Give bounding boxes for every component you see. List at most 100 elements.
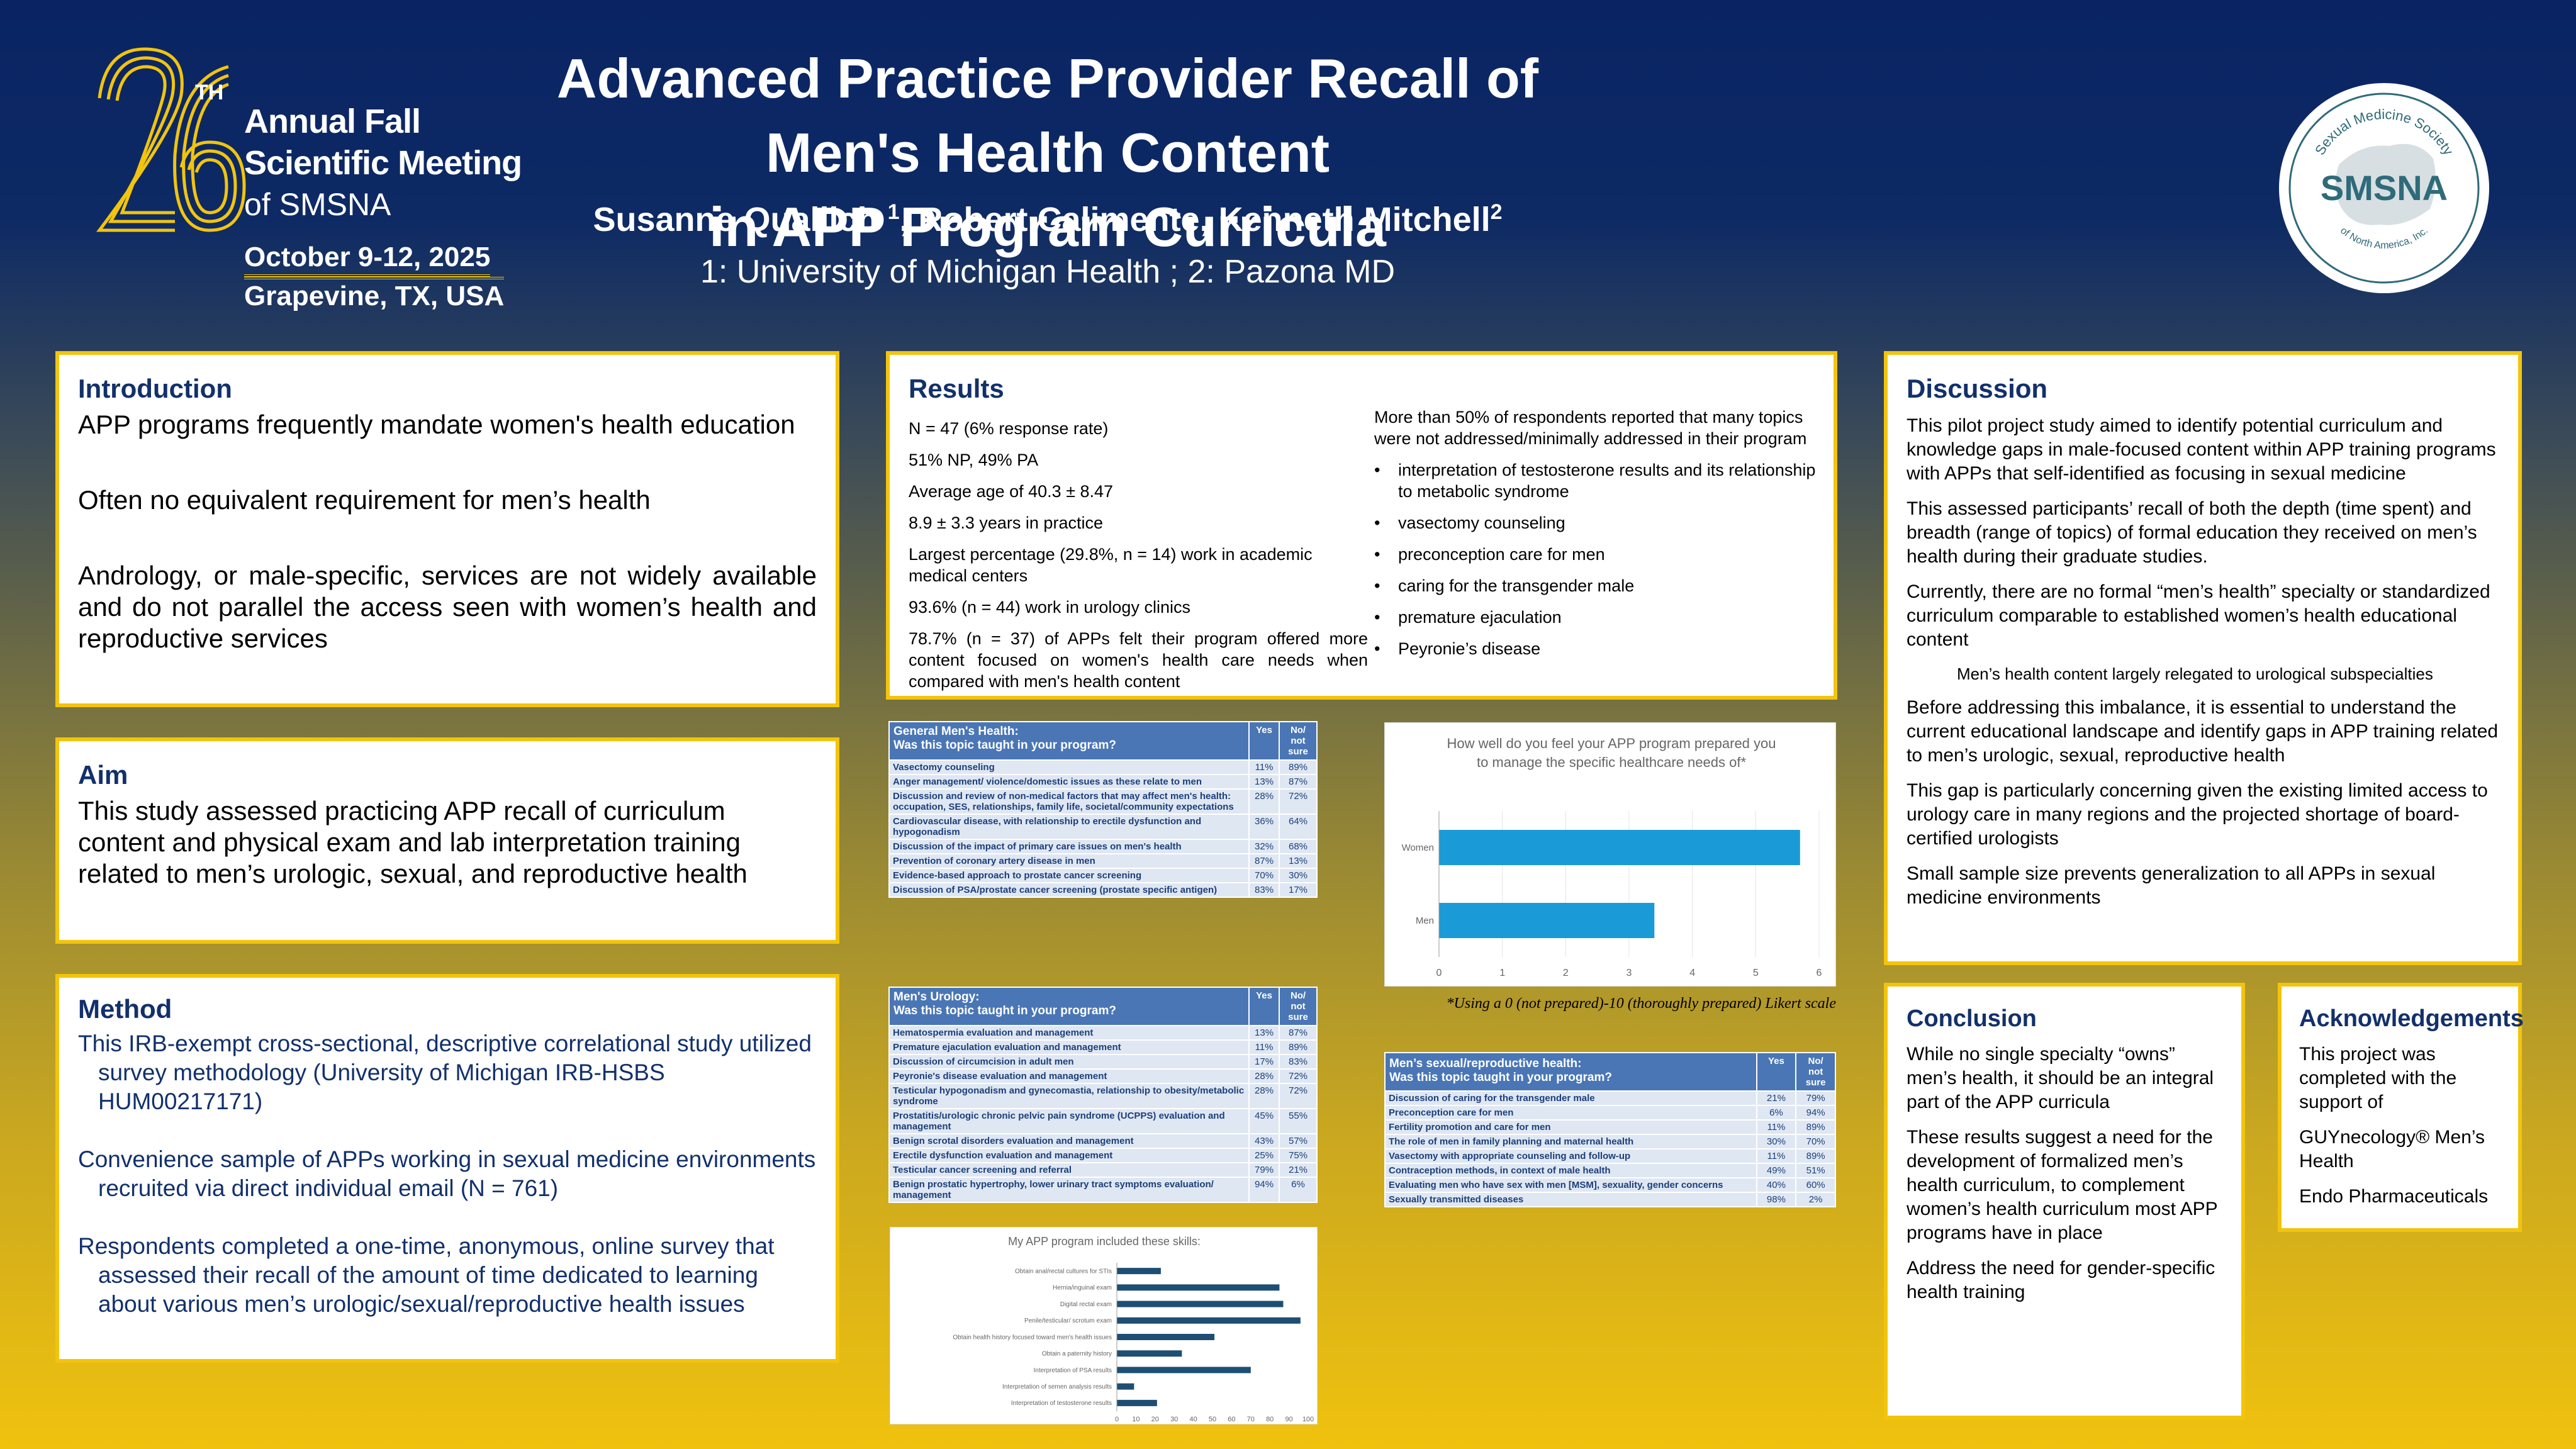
- results-right: More than 50% of respondents reported th…: [1374, 406, 1821, 659]
- table-general-mens-health: General Men's Health: Was this topic taug…: [888, 721, 1318, 898]
- skills-chart: My APP program included these skills: 0 10…: [890, 1227, 1318, 1424]
- category-label: Men: [1416, 915, 1434, 926]
- bullet-item: premature ejaculation: [1374, 607, 1821, 628]
- row-yes: 28%: [1248, 1068, 1280, 1084]
- col-yes: Yes: [1248, 987, 1280, 1026]
- row-yes: 43%: [1248, 1133, 1280, 1149]
- row-yes: 45%: [1248, 1108, 1280, 1134]
- meeting-line1: Annual Fall: [244, 103, 421, 140]
- method-p3: Respondents completed a one-time, anonym…: [78, 1233, 775, 1317]
- row-yes: 70%: [1248, 868, 1280, 883]
- row-topic: Cardiovascular disease, with relationshi…: [888, 814, 1250, 840]
- affiliations: 1: University of Michigan Health ; 2: Pa…: [700, 254, 1396, 290]
- authors-part-a: Susanne Quallich: [593, 201, 888, 238]
- row-no: 64%: [1279, 814, 1318, 840]
- result-item: 8.9 ± 3.3 years in practice: [909, 513, 1103, 532]
- x-tick-label: 100: [1302, 1416, 1314, 1423]
- method-p2: Convenience sample of APPs working in se…: [78, 1146, 816, 1201]
- row-yes: 83%: [1248, 882, 1280, 898]
- x-tick-label: 1: [1499, 968, 1505, 978]
- row-yes: 11%: [1248, 759, 1280, 775]
- x-tick-label: 6: [1817, 968, 1822, 978]
- discussion-p5: Before addressing this imbalance, it is …: [1907, 697, 2499, 766]
- row-no: 94%: [1795, 1105, 1836, 1121]
- row-yes: 28%: [1248, 788, 1280, 815]
- likert-note: *Using a 0 (not prepared)-10 (thoroughly…: [1446, 995, 1836, 1012]
- table-row: Peyronie's disease evaluation and manage…: [888, 1068, 1318, 1084]
- smsna-logo-text: SMSNA: [2321, 168, 2448, 208]
- result-item: 93.6% (n = 44) work in urology clinics: [909, 598, 1190, 617]
- x-tick-label: 30: [1170, 1416, 1178, 1423]
- discussion-p4: Men’s health content largely relegated t…: [1957, 664, 2433, 683]
- col-no: No/ not sure: [1279, 987, 1318, 1026]
- results-bullets: interpretation of testosterone results a…: [1374, 459, 1821, 659]
- row-yes: 79%: [1248, 1162, 1280, 1178]
- authors-part-b: , Robert Calimente, Kenneth Mitchell: [899, 201, 1491, 238]
- method-p1: This IRB-exempt cross-sectional, descrip…: [78, 1031, 812, 1114]
- row-topic: Discussion of caring for the transgender…: [1384, 1090, 1757, 1106]
- row-topic: Hematospermia evaluation and management: [888, 1025, 1250, 1041]
- row-topic: Prevention of coronary artery disease in…: [888, 853, 1250, 869]
- svg-text:of North America, Inc.: of North America, Inc.: [2338, 225, 2430, 251]
- title-line2: in APP Program Curricula: [709, 196, 1386, 258]
- table-heading: Men’s sexual/reproductive health:: [1389, 1057, 1582, 1070]
- table-row: Prevention of coronary artery disease in…: [888, 853, 1318, 869]
- row-topic: The role of men in family planning and m…: [1384, 1134, 1757, 1150]
- row-no: 6%: [1279, 1177, 1318, 1203]
- x-tick-label: 4: [1689, 968, 1695, 978]
- row-topic: Fertility promotion and care for men: [1384, 1119, 1757, 1135]
- x-tick-label: 10: [1132, 1416, 1140, 1423]
- row-yes: 11%: [1248, 1039, 1280, 1055]
- preparedness-chart-svg: How well do you feel your APP program pr…: [1402, 736, 1822, 978]
- category-label: Interpretation of semen analysis results: [1002, 1384, 1112, 1390]
- x-tick-label: 60: [1228, 1416, 1235, 1423]
- row-no: 89%: [1795, 1119, 1836, 1135]
- col-yes: Yes: [1756, 1052, 1797, 1092]
- introduction-title: Introduction: [78, 374, 232, 403]
- table-row: Erectile dysfunction evaluation and mana…: [888, 1148, 1318, 1163]
- result-item: N = 47 (6% response rate): [909, 419, 1109, 438]
- x-tick-label: 3: [1627, 968, 1632, 978]
- x-tick-label: 90: [1285, 1416, 1292, 1423]
- bar: [1439, 903, 1655, 938]
- results-right-intro: More than 50% of respondents reported th…: [1374, 408, 1807, 448]
- category-label: Digital rectal exam: [1060, 1301, 1112, 1308]
- row-yes: 30%: [1756, 1134, 1797, 1150]
- authors: Susanne Quallich 1, Robert Calimente, Ke…: [478, 200, 1617, 239]
- row-topic: Contraception methods, in context of mal…: [1384, 1163, 1757, 1178]
- meeting-location: Grapevine, TX, USA: [244, 277, 505, 313]
- row-topic: Testicular hypogonadism and gynecomastia…: [888, 1083, 1250, 1109]
- table-row: Discussion of caring for the transgender…: [1384, 1090, 1836, 1106]
- table-row: Contraception methods, in context of mal…: [1384, 1163, 1836, 1178]
- row-yes: 13%: [1248, 1025, 1280, 1041]
- category-label: Interpretation of testosterone results: [1011, 1400, 1112, 1407]
- col-no: No/ not sure: [1279, 721, 1318, 761]
- row-no: 89%: [1795, 1148, 1836, 1164]
- row-no: 72%: [1279, 788, 1318, 815]
- row-no: 70%: [1795, 1134, 1836, 1150]
- category-label: Obtain health history focused toward men…: [953, 1334, 1112, 1341]
- table-row: Evaluating men who have sex with men [MS…: [1384, 1177, 1836, 1193]
- row-no: 75%: [1279, 1148, 1318, 1163]
- row-topic: Testicular cancer screening and referral: [888, 1162, 1250, 1178]
- row-no: 87%: [1279, 1025, 1318, 1041]
- conclusion-p3: Address the need for gender-specific hea…: [1907, 1258, 2215, 1302]
- col-yes: Yes: [1248, 721, 1280, 761]
- row-topic: Erectile dysfunction evaluation and mana…: [888, 1148, 1250, 1163]
- acknowledgements-panel: Acknowledgements This project was comple…: [2278, 983, 2524, 1232]
- table-row: Benign prostatic hypertrophy, lower urin…: [888, 1177, 1318, 1203]
- meeting-info: Annual Fall Scientific Meeting of SMSNA …: [244, 101, 522, 313]
- table-row: Evidence-based approach to prostate canc…: [888, 868, 1318, 883]
- results-left: N = 47 (6% response rate) 51% NP, 49% PA…: [909, 418, 1368, 692]
- row-yes: 32%: [1248, 839, 1280, 854]
- row-no: 83%: [1279, 1054, 1318, 1070]
- row-topic: Anger management/ violence/domestic issu…: [888, 774, 1250, 790]
- row-topic: Vasectomy counseling: [888, 759, 1250, 775]
- discussion-p2: This assessed participants’ recall of bo…: [1907, 498, 2477, 567]
- acknowledgements-title: Acknowledgements: [2299, 1005, 2524, 1032]
- table-row: Premature ejaculation evaluation and man…: [888, 1039, 1318, 1055]
- category-label: Obtain anal/rectal cultures for STIs: [1015, 1268, 1112, 1275]
- row-topic: Benign prostatic hypertrophy, lower urin…: [888, 1177, 1250, 1203]
- row-no: 68%: [1279, 839, 1318, 854]
- x-tick-label: 50: [1209, 1416, 1216, 1423]
